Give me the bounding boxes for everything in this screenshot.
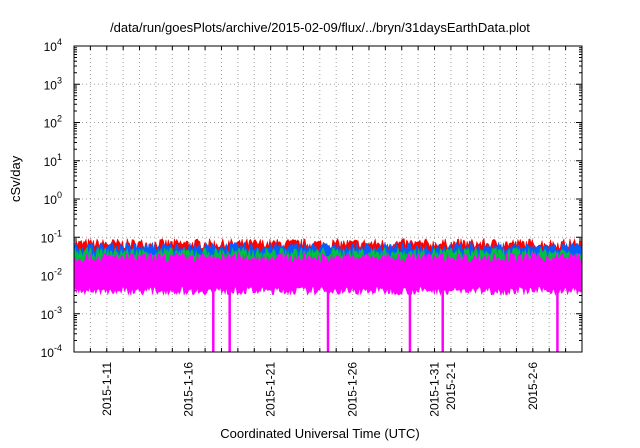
- y-tick-label: 100: [44, 190, 62, 207]
- chart-title: /data/run/goesPlots/archive/2015-02-09/f…: [110, 20, 530, 35]
- x-axis-label: Coordinated Universal Time (UTC): [220, 426, 420, 441]
- y-tick-label: 10-1: [41, 228, 62, 245]
- y-tick-label: 103: [44, 75, 62, 92]
- x-tick-label: 2015-1-16: [182, 362, 196, 417]
- y-tick-label: 102: [44, 114, 62, 131]
- x-tick-label: 2015-2-6: [526, 362, 540, 410]
- x-tick-label: 2015-1-21: [264, 362, 278, 417]
- y-tick-label: 10-2: [41, 267, 62, 284]
- plot-frame: [73, 45, 583, 353]
- y-tick-label: 101: [44, 152, 62, 169]
- y-tick-label: 10-3: [41, 305, 62, 322]
- x-tick-label: 2015-1-31: [428, 362, 442, 417]
- x-tick-label: 2015-1-11: [100, 362, 114, 416]
- y-tick-label: 10-4: [41, 343, 62, 360]
- x-tick-label: 2015-1-26: [346, 362, 360, 417]
- y-tick-label: 104: [44, 37, 62, 54]
- x-tick-label: 2015-2-1: [444, 362, 458, 410]
